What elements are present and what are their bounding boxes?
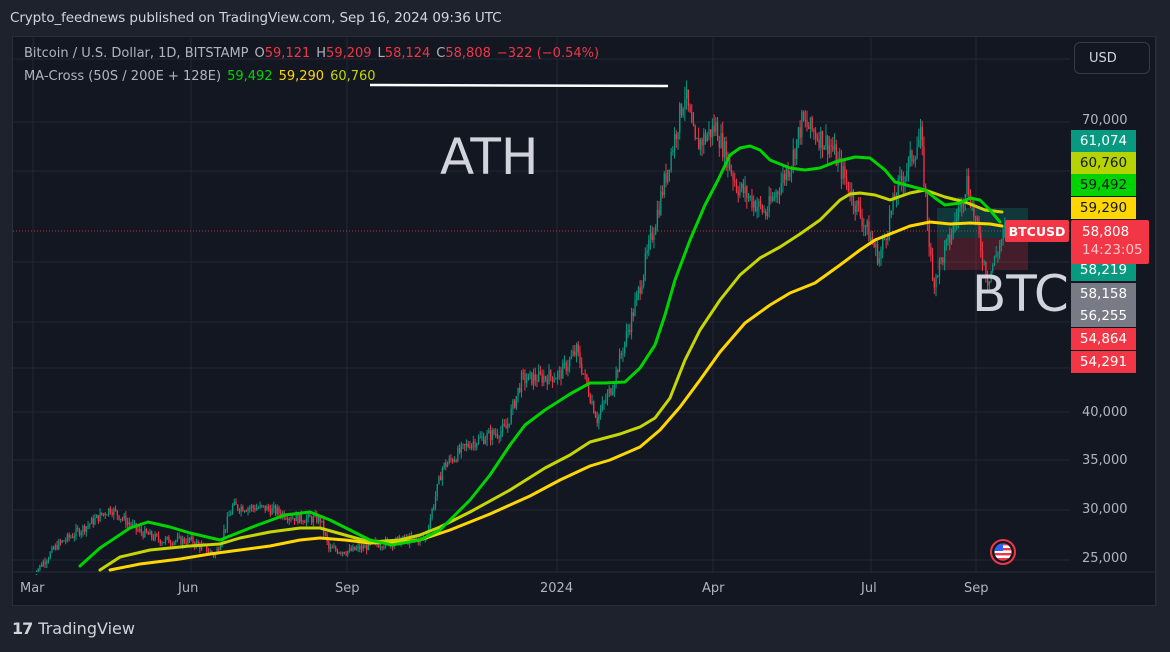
change-value: −322 (−0.54%)	[496, 46, 600, 61]
candlesticks	[35, 80, 1006, 575]
time-tick: Apr	[702, 581, 725, 596]
time-tick: Jul	[861, 581, 877, 596]
last-price-label: 58,808 14:23:05	[1071, 220, 1149, 264]
indicator-legend[interactable]: MA-Cross (50S / 200E + 128E) 59,492 59,290…	[24, 69, 382, 84]
tradingview-mark-icon: 17	[12, 619, 33, 638]
price-scale-label: 61,074	[1071, 130, 1136, 152]
tradingview-logo[interactable]: 17 TradingView	[12, 619, 135, 638]
annotation-ath[interactable]: ATH	[440, 128, 539, 186]
price-scale-label: 59,492	[1071, 174, 1136, 196]
price-scale-label: 59,290	[1071, 197, 1136, 219]
tradingview-brand: TradingView	[38, 619, 135, 638]
symbol-name: Bitcoin / U.S. Dollar, 1D, BITSTAMP	[24, 46, 249, 61]
symbol-legend[interactable]: Bitcoin / U.S. Dollar, 1D, BITSTAMP O59,1…	[24, 46, 605, 61]
low-value: 58,124	[384, 46, 431, 61]
indicator-name: MA-Cross (50S / 200E + 128E)	[24, 69, 222, 84]
ma128-value: 60,760	[330, 69, 376, 84]
symbol-tag: BTCUSD	[1005, 220, 1069, 242]
price-scale-label: 58,158	[1071, 283, 1136, 305]
price-tick: 70,000	[1082, 113, 1128, 128]
ma-50-line	[78, 144, 1002, 568]
close-label: C	[436, 46, 446, 61]
us-flag-icon[interactable]	[990, 539, 1016, 565]
time-tick: Mar	[20, 581, 45, 596]
ma-128-line	[108, 220, 1004, 572]
high-value: 59,209	[326, 46, 372, 61]
ma-200-line	[98, 188, 1004, 572]
close-value: 58,808	[445, 46, 491, 61]
price-tick: 25,000	[1082, 551, 1128, 566]
last-price-value: 58,808	[1082, 224, 1130, 240]
annotation-btc[interactable]: BTC	[972, 265, 1069, 323]
currency-button[interactable]: USD	[1074, 42, 1150, 74]
time-tick: Sep	[335, 581, 360, 596]
ma200-value: 59,290	[278, 69, 325, 84]
time-tick: Jun	[178, 581, 199, 596]
price-scale-label: 56,255	[1071, 305, 1136, 327]
price-tick: 40,000	[1082, 405, 1128, 420]
price-scale-label: 60,760	[1071, 152, 1136, 174]
high-label: H	[316, 46, 327, 61]
price-scale-label: 54,291	[1071, 351, 1136, 373]
time-tick: 2024	[540, 581, 574, 596]
price-tick: 30,000	[1082, 502, 1128, 517]
price-tick: 35,000	[1082, 453, 1128, 468]
bar-countdown: 14:23:05	[1082, 242, 1143, 258]
time-tick: Sep	[964, 581, 989, 596]
published-credit: Crypto_feednews published on TradingView…	[10, 10, 502, 26]
low-label: L	[377, 46, 385, 61]
drawn-trend-line[interactable]	[369, 83, 669, 88]
open-label: O	[254, 46, 265, 61]
price-scale-label: 54,864	[1071, 328, 1136, 350]
price-scale-label: 58,219	[1071, 259, 1136, 281]
ma50-value: 59,492	[227, 69, 273, 84]
open-value: 59,121	[264, 46, 311, 61]
